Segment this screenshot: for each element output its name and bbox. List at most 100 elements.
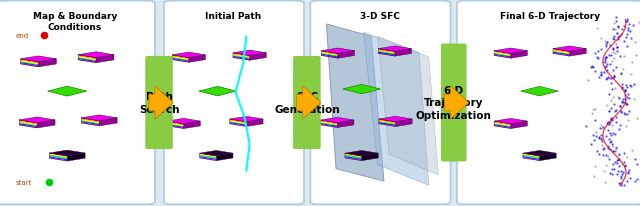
Point [601, 43, 611, 46]
Polygon shape [167, 125, 184, 128]
Point [614, 55, 625, 58]
Polygon shape [250, 54, 266, 61]
Polygon shape [81, 122, 99, 125]
Point [611, 162, 621, 165]
Point [606, 107, 616, 110]
Point [593, 57, 603, 61]
Text: Map & Boundary
Conditions: Map & Boundary Conditions [33, 12, 117, 32]
Point [616, 181, 627, 185]
Polygon shape [230, 122, 246, 125]
Polygon shape [246, 119, 263, 127]
Polygon shape [20, 60, 38, 64]
Point [613, 25, 623, 28]
Point [612, 172, 623, 175]
Point [619, 40, 629, 44]
Polygon shape [19, 123, 37, 127]
Point [600, 135, 611, 138]
Point [614, 128, 624, 131]
Polygon shape [49, 158, 67, 161]
Point [600, 57, 611, 61]
FancyBboxPatch shape [441, 44, 467, 162]
Point [607, 131, 618, 135]
Point [612, 46, 622, 49]
Polygon shape [81, 120, 99, 124]
Polygon shape [230, 119, 246, 123]
Polygon shape [99, 118, 117, 126]
Polygon shape [230, 121, 246, 124]
Polygon shape [523, 155, 540, 158]
Polygon shape [396, 119, 412, 127]
Point [621, 33, 632, 37]
Polygon shape [540, 153, 556, 161]
Point [593, 153, 604, 156]
Point [587, 65, 597, 68]
Text: Path
Search: Path Search [139, 92, 179, 114]
Point [613, 158, 623, 162]
Polygon shape [167, 122, 184, 125]
Point [600, 66, 611, 70]
Polygon shape [343, 85, 380, 94]
Point [625, 177, 636, 180]
Point [610, 160, 620, 164]
Polygon shape [172, 53, 205, 58]
Polygon shape [494, 53, 511, 56]
Polygon shape [337, 121, 354, 128]
Point [623, 27, 633, 31]
Point [621, 84, 632, 88]
Point [604, 123, 614, 126]
FancyBboxPatch shape [293, 57, 321, 149]
Polygon shape [230, 117, 263, 122]
Point [603, 128, 613, 132]
Polygon shape [233, 54, 250, 58]
Polygon shape [345, 155, 362, 158]
Polygon shape [523, 157, 540, 160]
Polygon shape [445, 87, 468, 119]
Polygon shape [167, 125, 184, 129]
Polygon shape [78, 55, 96, 59]
Point [609, 35, 620, 38]
Polygon shape [364, 33, 429, 185]
Polygon shape [321, 53, 338, 56]
Point [632, 178, 640, 181]
Point [603, 145, 613, 148]
Point [596, 48, 606, 51]
Point [607, 173, 617, 176]
Point [616, 176, 626, 179]
Point [625, 85, 636, 89]
Point [594, 136, 604, 140]
Polygon shape [167, 123, 184, 126]
Point [622, 18, 632, 21]
Polygon shape [19, 122, 37, 126]
Point [598, 147, 608, 150]
Polygon shape [19, 125, 37, 128]
Point [620, 164, 630, 167]
Point [588, 66, 598, 69]
Polygon shape [230, 123, 246, 127]
Polygon shape [494, 123, 511, 126]
Point [602, 146, 612, 150]
Polygon shape [167, 124, 184, 127]
Point [596, 140, 607, 143]
Point [622, 21, 632, 24]
Polygon shape [233, 57, 250, 60]
Point [603, 121, 613, 124]
Polygon shape [81, 123, 99, 126]
Polygon shape [20, 57, 56, 62]
Polygon shape [523, 154, 540, 158]
Polygon shape [297, 87, 321, 119]
Point [620, 90, 630, 93]
Polygon shape [523, 157, 540, 161]
Point [602, 63, 612, 66]
Point [590, 52, 600, 56]
Text: 6-D
Trajectory
Optimization: 6-D Trajectory Optimization [416, 86, 492, 120]
Point [592, 150, 602, 153]
Point [616, 172, 627, 176]
Point [620, 88, 630, 92]
Point [608, 150, 618, 153]
Polygon shape [96, 55, 114, 63]
Point [607, 117, 618, 121]
Polygon shape [362, 153, 378, 161]
Point [600, 59, 610, 62]
Point [616, 110, 627, 113]
Point [607, 77, 617, 80]
